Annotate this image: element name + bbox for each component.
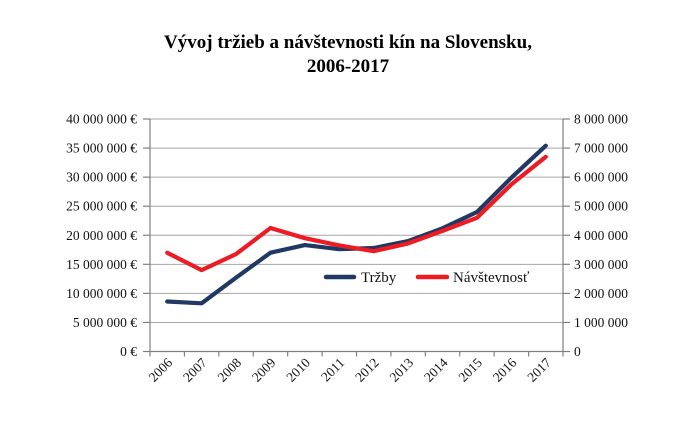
left-axis-tick-label: 25 000 000 € <box>66 199 137 214</box>
x-axis-tick-label: 2016 <box>490 355 520 385</box>
right-axis-tick-label: 6 000 000 <box>574 170 628 185</box>
left-axis-tick-label: 30 000 000 € <box>66 170 137 185</box>
x-axis-tick-label: 2007 <box>180 355 210 385</box>
x-axis-tick-label: 2008 <box>214 355 244 385</box>
gridlines <box>150 118 563 323</box>
legend-label-navstevnost: Návštevnosť <box>453 270 530 286</box>
legend: Tržby Návštevnosť <box>323 270 530 286</box>
legend-item-trzby: Tržby <box>323 270 397 286</box>
chart-title-line2: 2006-2017 <box>307 56 390 77</box>
right-axis-tick-label: 3 000 000 <box>574 257 628 272</box>
left-axis-tick-label: 0 € <box>120 344 137 359</box>
left-axis-tick-label: 40 000 000 € <box>66 112 137 127</box>
legend-label-trzby: Tržby <box>361 270 397 286</box>
x-axis-tick-label: 2013 <box>387 355 417 385</box>
series-line-navstevnost <box>165 154 548 273</box>
chart-title-line1: Vývoj tržieb a návštevnosti kín na Slove… <box>164 32 532 53</box>
series-lines <box>165 143 548 306</box>
x-axis-tick-label: 2011 <box>318 355 347 384</box>
x-axis-tick-label: 2014 <box>421 355 451 385</box>
right-axis-tick-label: 4 000 000 <box>574 228 628 243</box>
left-axis-tick-label: 20 000 000 € <box>66 228 137 243</box>
x-axis-tick-label: 2009 <box>249 355 279 385</box>
axes <box>143 118 570 357</box>
right-axis-tick-label: 7 000 000 <box>574 141 628 156</box>
right-axis-tick-label: 2 000 000 <box>574 286 628 301</box>
x-axis-tick-label: 2017 <box>524 355 554 385</box>
x-axis-tick-label: 2015 <box>455 355 485 385</box>
left-axis-tick-label: 10 000 000 € <box>66 286 137 301</box>
right-axis-tick-label: 5 000 000 <box>574 199 628 214</box>
right-axis-tick-label: 1 000 000 <box>574 315 628 330</box>
legend-item-navstevnost: Návštevnosť <box>415 270 530 286</box>
left-axis-tick-label: 35 000 000 € <box>66 141 137 156</box>
left-axis-tick-label: 15 000 000 € <box>66 257 137 272</box>
x-axis-tick-label: 2006 <box>146 355 176 385</box>
right-axis-tick-label: 8 000 000 <box>574 112 628 127</box>
right-axis-tick-label: 0 <box>574 344 581 359</box>
x-axis-tick-labels: 2006 2007 2008 2009 2010 2011 2012 2013 2014 2015… <box>146 355 554 385</box>
right-axis-tick-labels: 0 1 000 000 2 000 000 3 000 000 4 000 000 5 0… <box>574 112 628 360</box>
x-axis-tick-label: 2012 <box>352 355 382 385</box>
x-axis-tick-label: 2010 <box>283 355 313 385</box>
left-axis-tick-labels: 0 € 5 000 000 € 10 000 000 € 15 000 000 € 20… <box>66 112 137 360</box>
left-axis-tick-label: 5 000 000 € <box>73 315 137 330</box>
